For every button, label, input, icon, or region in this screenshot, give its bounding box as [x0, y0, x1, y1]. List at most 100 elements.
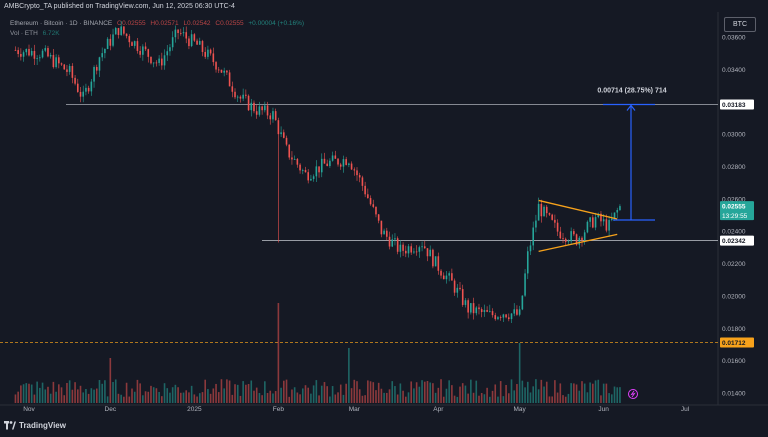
volume-bar — [60, 387, 63, 403]
candle-body — [274, 111, 277, 121]
volume-bar — [152, 387, 155, 403]
candle-body — [245, 94, 247, 96]
volume-bar — [613, 386, 616, 403]
volume-bar — [329, 396, 331, 403]
volume-bar — [312, 385, 315, 403]
volume-bar — [413, 388, 415, 403]
volume-bar — [223, 388, 225, 403]
candle-body — [540, 203, 543, 217]
volume-bar — [364, 395, 366, 403]
flash-icon-bolt — [630, 390, 636, 398]
candle-body — [475, 307, 478, 314]
candle-body — [117, 28, 120, 35]
candle-body — [456, 287, 459, 293]
volume-bar — [535, 379, 537, 403]
volume-bar — [128, 396, 131, 403]
candle-body — [155, 62, 158, 64]
volume-bar — [63, 395, 66, 403]
candle-body — [112, 34, 114, 46]
y-tick-label: 0.02600 — [722, 196, 746, 203]
candle-body — [250, 102, 253, 111]
volume-bar — [453, 395, 456, 403]
candle-body — [334, 155, 337, 159]
volume-bar — [193, 394, 196, 403]
currency-badge[interactable]: BTC — [724, 17, 756, 32]
candle-body — [71, 65, 74, 78]
volume-bar — [285, 379, 288, 403]
tradingview-footer: TradingView — [4, 421, 66, 430]
volume-bar — [171, 387, 174, 403]
volume-bar — [215, 383, 217, 403]
volume-bar — [575, 384, 578, 403]
candle-body — [562, 238, 564, 240]
y-tick-label: 0.02800 — [722, 164, 746, 171]
volume-bar — [369, 381, 372, 403]
volume-bar — [217, 392, 220, 403]
candle-body — [212, 53, 215, 63]
candle-body — [491, 311, 494, 316]
volume-bar — [71, 389, 74, 403]
volume-bar — [470, 379, 472, 403]
volume-bar — [207, 389, 209, 403]
volume-bar — [497, 396, 499, 403]
candle-body — [185, 32, 188, 39]
y-tick-label: 0.03600 — [722, 35, 746, 42]
volume-bar — [448, 380, 450, 403]
volume-bar — [537, 389, 540, 403]
projection-label: 0.00714 (28.75%) 714 — [597, 87, 666, 94]
volume-bar — [166, 388, 169, 403]
projection-arrow-head — [626, 104, 636, 111]
candle-body — [556, 222, 559, 232]
candle-body — [418, 247, 421, 252]
volume-bar — [120, 394, 122, 403]
candle-body — [144, 46, 147, 50]
volume-bar — [415, 382, 418, 403]
candle-body — [453, 280, 456, 293]
candle-body — [391, 239, 394, 247]
candle-body — [537, 203, 540, 221]
candle-body — [264, 105, 266, 111]
volume-bar — [272, 393, 274, 403]
candle-body — [318, 166, 320, 173]
candle-body — [76, 83, 79, 92]
volume-bar — [559, 383, 562, 403]
volume-bar — [255, 387, 258, 403]
candle-body — [404, 250, 407, 254]
volume-label: Vol · ETH — [10, 30, 38, 37]
candle-body — [163, 55, 166, 66]
volume-bar — [356, 381, 358, 403]
candle-body — [209, 49, 212, 54]
candle-body — [499, 317, 502, 318]
candle-body — [293, 159, 296, 160]
candle-body — [258, 106, 261, 115]
volume-bar — [204, 379, 206, 403]
candle-body — [410, 246, 413, 253]
candle-body — [20, 53, 22, 57]
volume-bar — [142, 395, 144, 403]
x-tick-label: May — [514, 406, 527, 413]
candle-body — [364, 185, 366, 195]
volume-bar — [475, 380, 478, 403]
volume-bar — [68, 380, 71, 403]
volume-bar — [375, 390, 377, 403]
candle-body — [461, 289, 464, 305]
volume-bar — [150, 385, 152, 403]
candle-body — [361, 177, 364, 186]
candle-body — [437, 256, 440, 271]
y-tick-label: 0.02000 — [722, 293, 746, 300]
volume-bar — [348, 348, 350, 403]
volume-bar — [567, 393, 570, 403]
candle-body — [529, 245, 532, 252]
candle-body — [372, 204, 375, 207]
candle-body — [407, 246, 410, 254]
volume-bar — [87, 393, 90, 403]
candle-body — [266, 105, 269, 116]
candle-body — [505, 314, 507, 318]
volume-bar — [163, 383, 166, 403]
volume-bar — [117, 393, 120, 403]
volume-bar — [543, 386, 545, 403]
candle-body — [575, 234, 578, 245]
candle-body — [90, 81, 93, 92]
x-tick-label: Feb — [273, 406, 285, 413]
